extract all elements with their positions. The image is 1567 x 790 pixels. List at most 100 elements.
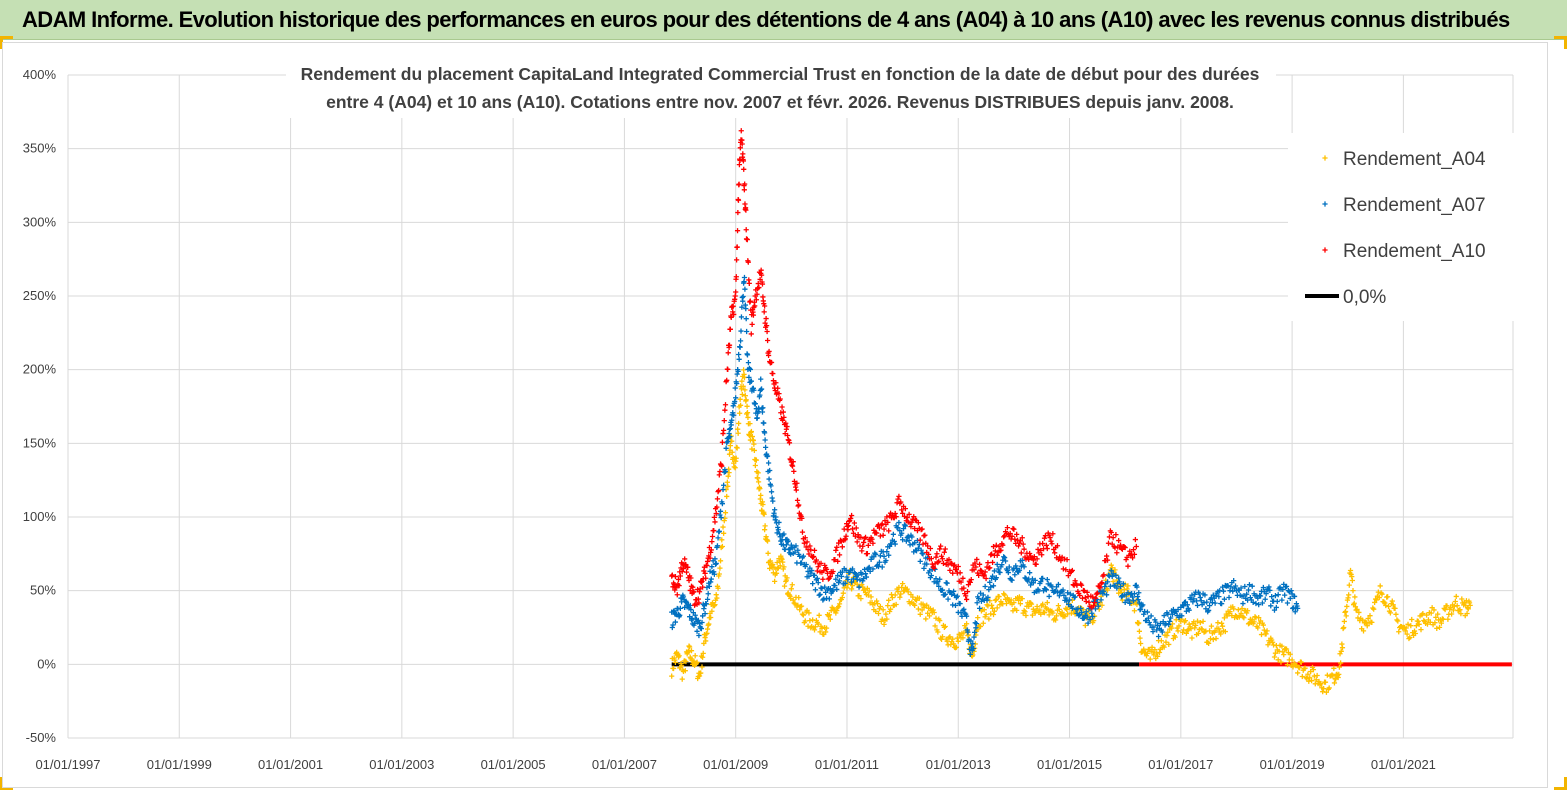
data-point [1244,608,1251,614]
data-point [1014,565,1020,571]
data-point [852,571,858,577]
data-point [758,386,765,392]
data-point [1047,534,1053,541]
data-point [1252,614,1258,620]
data-point [1141,646,1147,652]
data-point [1002,555,1008,561]
data-point [699,619,705,626]
data-point [737,145,743,151]
data-point [698,670,704,676]
data-point [882,518,888,524]
data-point [747,421,753,427]
data-point [880,532,886,538]
data-point [1387,610,1393,616]
data-point [898,591,904,597]
data-point [982,583,988,590]
data-point [845,576,851,583]
data-point [819,625,825,631]
data-point [789,582,795,588]
data-point [1341,624,1347,631]
data-point [1220,588,1227,594]
data-point [744,403,750,409]
data-point [1321,686,1327,692]
data-point [925,551,932,557]
data-point [734,244,740,250]
data-point [980,592,986,598]
data-point [695,617,701,623]
data-point [902,506,908,512]
data-point [1192,625,1198,631]
data-point [1120,581,1126,587]
data-point [937,576,943,582]
data-point [849,526,856,532]
data-point [994,605,1000,611]
data-point [1281,652,1287,658]
data-point [736,356,742,362]
data-point [735,368,741,374]
data-point [938,636,945,642]
data-point [870,566,876,572]
data-point [864,551,870,557]
data-point [1216,626,1222,632]
data-point [1000,557,1006,563]
data-point [826,612,832,618]
data-point [722,407,728,413]
data-point [807,618,813,624]
data-point [1163,621,1169,627]
data-point [1467,602,1473,608]
data-point [719,543,726,550]
data-point [1161,644,1167,650]
report-banner: ADAM Informe. Evolution historique des p… [0,0,1567,40]
data-point [913,548,920,554]
data-point [751,447,757,454]
data-point [959,613,965,619]
data-point [790,459,796,465]
data-point [756,406,762,412]
data-point [912,540,918,546]
data-point [1104,557,1111,563]
data-point [819,585,825,592]
data-point [758,376,764,382]
data-point [746,374,752,380]
data-point [1079,609,1085,616]
data-point [1373,597,1380,603]
data-point [1283,583,1290,589]
data-point [727,442,733,449]
data-point [1244,591,1250,597]
data-point [1046,593,1052,600]
data-point [955,563,961,570]
data-point [1040,575,1046,581]
data-point [1283,646,1290,652]
data-point [1193,622,1199,628]
y-tick-label: 250% [23,288,57,303]
data-point [839,544,845,550]
data-point [1354,606,1360,612]
data-point [1189,635,1195,641]
data-point [963,593,969,599]
data-point [722,510,729,516]
data-point [744,352,751,358]
data-point [1416,621,1422,627]
data-point [730,309,736,315]
data-point [1444,603,1450,609]
data-point [1105,572,1112,578]
data-point [1296,665,1303,671]
data-point [1198,598,1204,604]
data-point [777,396,783,402]
data-point [1092,595,1099,601]
data-point [993,542,999,548]
data-point [980,620,986,626]
data-point [768,359,775,366]
data-point [856,593,862,599]
data-point [892,541,898,547]
data-point [832,582,838,589]
data-point [961,585,967,591]
data-point [1058,558,1064,564]
data-point [986,616,992,622]
data-point [1457,607,1463,613]
data-point [705,591,711,597]
data-point [1124,586,1130,592]
data-point [987,565,993,571]
data-point [955,638,961,644]
data-point [896,519,902,526]
